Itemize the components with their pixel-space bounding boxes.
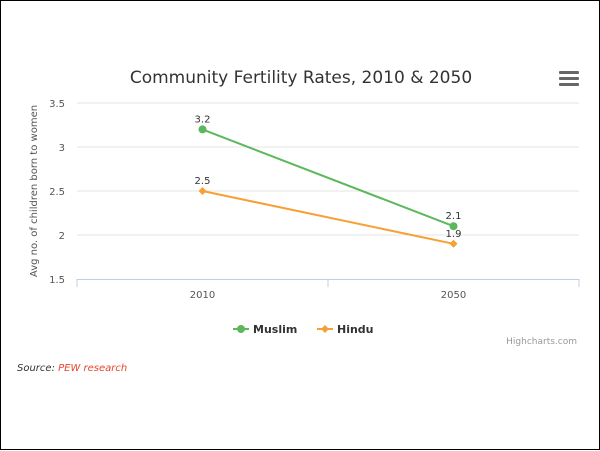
series (198, 125, 458, 248)
menu-bar (559, 83, 579, 86)
source-link[interactable]: PEW research (58, 363, 128, 374)
legend-item-label: Muslim (253, 323, 297, 336)
credits-link[interactable]: Highcharts.com (506, 337, 577, 347)
menu-bar (559, 71, 579, 74)
data-point (449, 222, 458, 231)
axes: 1.5 2 2.5 3 3.5 2010 2050 (49, 99, 580, 301)
y-tick-label: 3.5 (49, 99, 65, 110)
data-point (449, 239, 458, 248)
data-label: 2.5 (195, 176, 211, 187)
y-tick-label: 2 (59, 231, 65, 242)
legend-marker (321, 325, 329, 333)
data-point (198, 187, 207, 195)
data-label: 2.1 (446, 211, 462, 222)
data-label: 1.9 (446, 229, 462, 240)
chart-title: Community Fertility Rates, 2010 & 2050 (130, 68, 472, 88)
y-tick-label: 3 (59, 143, 65, 154)
menu-bar (559, 77, 579, 80)
legend-marker (237, 325, 245, 333)
legend[interactable]: Muslim Hindu (233, 323, 374, 336)
y-axis-title: Avg no. of children born to women (29, 105, 40, 277)
legend-item-label: Hindu (337, 323, 374, 336)
hamburger-menu-icon[interactable] (559, 71, 579, 87)
y-tick-label: 1.5 (49, 275, 65, 286)
series-line (202, 128, 454, 228)
x-tick-label: 2010 (190, 290, 215, 301)
source-note: Source: PEW research (17, 363, 127, 374)
series-line (202, 190, 454, 245)
data-point (198, 125, 207, 134)
source-prefix: Source: (17, 363, 59, 374)
data-label: 3.2 (195, 114, 211, 125)
x-tick-label: 2050 (441, 290, 466, 301)
data-labels: 3.2 2.1 2.5 1.9 (195, 114, 462, 239)
y-tick-label: 2.5 (49, 187, 65, 198)
grid (77, 102, 579, 236)
